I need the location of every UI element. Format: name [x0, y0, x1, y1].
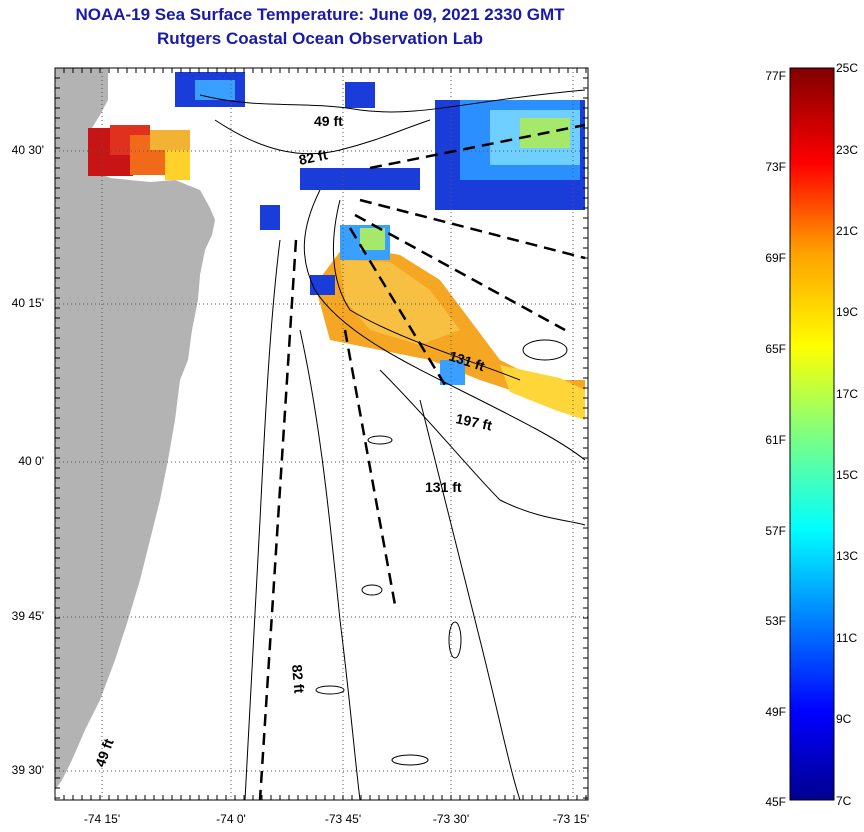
colorbar-label-f: 49F	[765, 705, 786, 719]
map-subtitle: Rutgers Coastal Ocean Observation Lab	[157, 29, 483, 48]
colorbar-label-f: 45F	[765, 795, 786, 809]
colorbar-label-c: 13C	[836, 549, 859, 563]
graticule	[55, 68, 588, 800]
colorbar-label-c: 9C	[836, 712, 852, 726]
colorbar-label-c: 15C	[836, 468, 859, 482]
depth-label-197ft: 197 ft	[454, 410, 493, 433]
lat-label: 40 15'	[11, 296, 44, 310]
colorbar	[789, 67, 835, 801]
lat-label: 40 30'	[11, 143, 44, 157]
frame-ticks	[54, 67, 588, 800]
colorbar-label-c: 11C	[836, 631, 858, 645]
lon-label: -73 45'	[324, 812, 362, 826]
lon-label: -74 15'	[83, 812, 121, 826]
colorbar-label-f: 73F	[765, 160, 786, 174]
lat-label: 39 30'	[11, 763, 44, 777]
depth-label-82ft-north: 82 ft	[297, 146, 329, 168]
colorbar-label-f: 53F	[765, 614, 786, 628]
lon-label: -74 0'	[216, 812, 246, 826]
depth-label-82ft-south: 82 ft	[289, 664, 307, 694]
map-frame	[54, 67, 589, 801]
colorbar-label-f: 69F	[765, 251, 786, 265]
colorbar-label-c: 25C	[836, 61, 859, 75]
lat-label: 39 45'	[11, 609, 44, 623]
sst-patches	[88, 72, 585, 420]
lat-label: 40 0'	[18, 454, 44, 468]
colorbar-label-c: 17C	[836, 387, 859, 401]
transect-lines	[258, 123, 586, 800]
colorbar-label-c: 19C	[836, 305, 859, 319]
land-new-jersey	[55, 68, 215, 790]
colorbar-label-f: 65F	[765, 342, 786, 356]
lon-label: -73 30'	[432, 812, 470, 826]
colorbar-label-f: 57F	[765, 524, 786, 538]
depth-label-49ft-north: 49 ft	[314, 113, 343, 129]
colorbar-label-c: 7C	[836, 794, 852, 808]
bathymetry-contours	[199, 89, 586, 800]
map-title: NOAA-19 Sea Surface Temperature: June 09…	[75, 5, 565, 24]
depth-label-131ft-south: 131 ft	[425, 479, 462, 495]
colorbar-label-c: 21C	[836, 224, 859, 238]
colorbar-label-f: 77F	[765, 69, 786, 83]
colorbar-label-f: 61F	[765, 433, 786, 447]
colorbar-label-c: 23C	[836, 143, 859, 157]
lon-label: -73 15'	[552, 812, 590, 826]
